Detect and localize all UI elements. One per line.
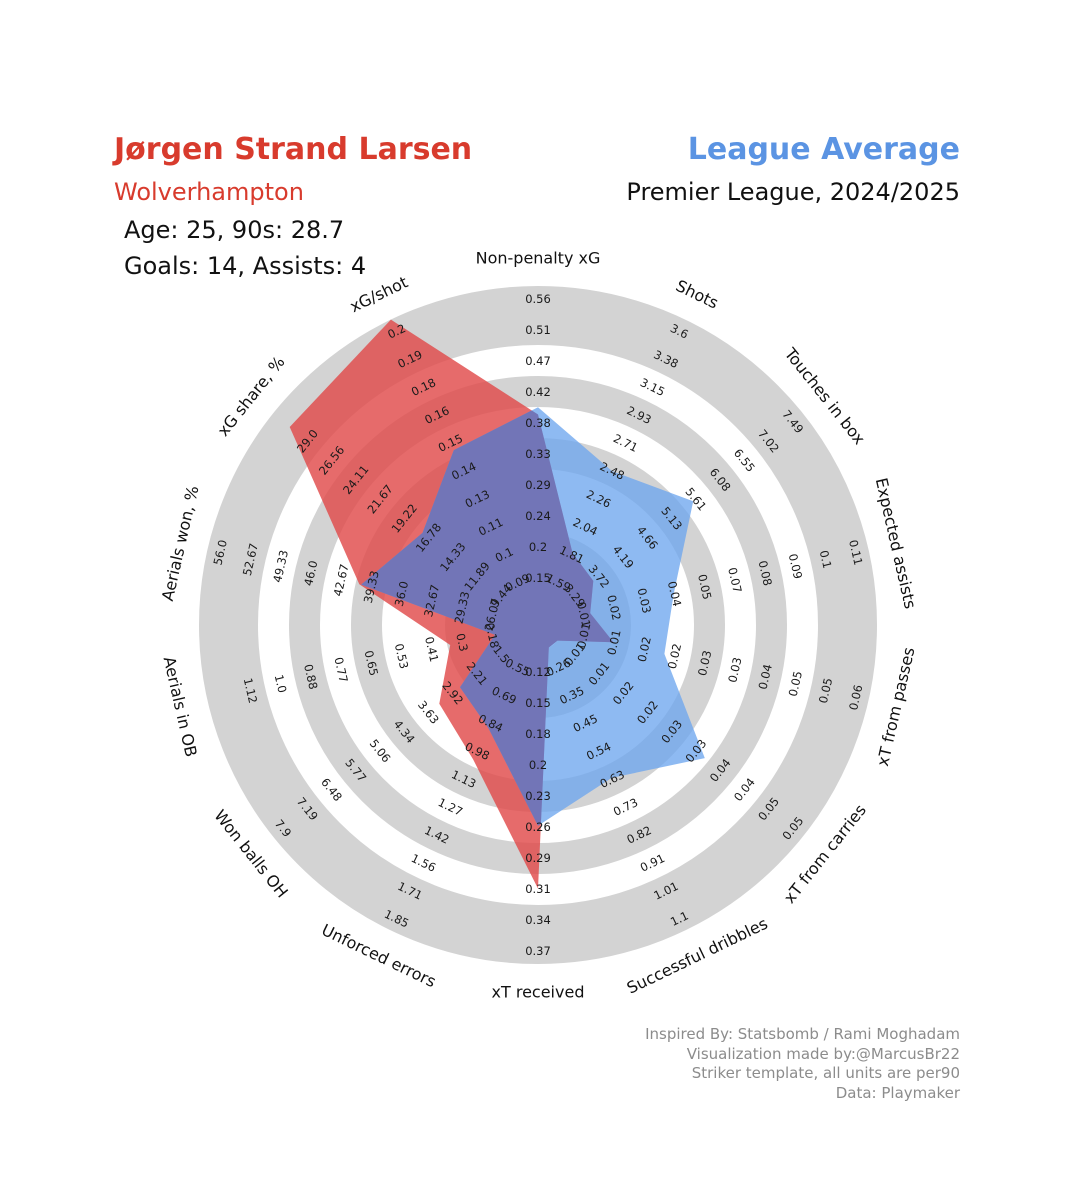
- tick-label: 0.34: [525, 913, 551, 927]
- tick-label: 42.67: [331, 562, 352, 597]
- tick-label: 0.05: [786, 670, 805, 698]
- tick-label: 0.01: [604, 628, 623, 656]
- tick-label: 0.02: [665, 642, 684, 670]
- credit-line-source: Data: Playmaker: [835, 1083, 960, 1102]
- tick-label: 2.71: [611, 431, 640, 455]
- param-label: Non-penalty xG: [476, 249, 601, 268]
- tick-label: 0.88: [301, 663, 320, 691]
- tick-label: 0.11: [846, 538, 865, 566]
- tick-label: 0.91: [638, 851, 667, 875]
- tick-label: 1.56: [409, 851, 438, 875]
- tick-label: 0.56: [525, 292, 551, 306]
- tick-label: 46.0: [301, 559, 320, 587]
- tick-label: 0.37: [525, 944, 551, 958]
- tick-label: 56.0: [211, 538, 230, 566]
- league-season: Premier League, 2024/2025: [626, 178, 960, 206]
- tick-label: 0.02: [604, 594, 623, 622]
- tick-label: 0.26: [525, 820, 551, 834]
- tick-label: 0.03: [725, 656, 744, 684]
- tick-label: 0.05: [695, 573, 714, 601]
- tick-label: 0.42: [525, 385, 551, 399]
- tick-label: 49.33: [270, 549, 291, 584]
- tick-label: 0.24: [525, 509, 551, 523]
- tick-label: 0.29: [525, 478, 551, 492]
- tick-label: 0.51: [525, 323, 551, 337]
- tick-label: 0.15: [525, 696, 551, 710]
- param-label: Expected assists: [872, 476, 920, 610]
- tick-label: 0.02: [635, 635, 654, 663]
- tick-label: 0.65: [362, 649, 381, 677]
- team-name: Wolverhampton: [114, 178, 304, 206]
- tick-label: 0.31: [525, 882, 551, 896]
- param-label: xG/shot: [347, 272, 411, 316]
- credit-line-template: Striker template, all units are per90: [691, 1064, 960, 1082]
- credits: Inspired By: Statsbomb / Rami Moghadam V…: [645, 1025, 960, 1103]
- tick-label: 0.47: [525, 354, 551, 368]
- tick-label: 0.04: [731, 775, 758, 804]
- credit-line-author: Visualization made by:@MarcusBr22: [686, 1044, 960, 1063]
- tick-label: 0.2: [529, 540, 547, 554]
- tick-label: 0.23: [525, 789, 551, 803]
- tick-label: 0.06: [846, 683, 865, 711]
- tick-label: 6.48: [318, 775, 345, 804]
- tick-label: 3.15: [638, 375, 667, 399]
- tick-label: 0.08: [756, 559, 775, 587]
- tick-label: 1.0: [272, 673, 290, 694]
- tick-label: 0.53: [392, 642, 411, 670]
- tick-label: 0.1: [817, 549, 835, 570]
- tick-label: 0.04: [665, 580, 684, 608]
- tick-label: 0.41: [422, 635, 441, 663]
- tick-label: 0.77: [331, 656, 350, 684]
- tick-label: 0.09: [786, 552, 805, 580]
- goals-and-assists: Goals: 14, Assists: 4: [124, 252, 367, 280]
- tick-label: 0.2: [529, 758, 547, 772]
- age-and-90s: Age: 25, 90s: 28.7: [124, 216, 345, 244]
- tick-label: 0.01: [574, 600, 593, 628]
- param-label: Aerials in OB: [160, 655, 201, 759]
- tick-label: 0.03: [635, 587, 654, 615]
- param-label: xT received: [492, 983, 585, 1002]
- tick-label: 0.12: [525, 665, 551, 679]
- ring-band-4: [199, 286, 877, 964]
- param-label: Aerials won, %: [158, 484, 203, 603]
- tick-label: 5.06: [367, 737, 394, 766]
- tick-label: 0.04: [756, 663, 775, 691]
- credit-line-inspired: Inspired By: Statsbomb / Rami Moghadam: [645, 1025, 960, 1043]
- tick-label: 0.33: [525, 447, 551, 461]
- radar-series: [289, 319, 705, 889]
- tick-label: 0.05: [816, 677, 835, 705]
- player-name: Jørgen Strand Larsen: [114, 132, 473, 167]
- tick-label: 0.01: [574, 621, 593, 649]
- tick-label: 0.18: [525, 727, 551, 741]
- param-label: xT from passes: [873, 645, 919, 768]
- tick-label: 6.55: [731, 446, 758, 475]
- tick-label: 0.73: [611, 795, 640, 819]
- tick-label: 0.03: [695, 649, 714, 677]
- tick-label: 3.63: [415, 698, 442, 727]
- tick-label: 0.29: [525, 851, 551, 865]
- comparison-title: League Average: [687, 132, 960, 167]
- tick-label: 1.12: [241, 677, 260, 705]
- tick-label: 0.38: [525, 416, 551, 430]
- tick-label: 1.27: [436, 795, 465, 819]
- param-label: Shots: [673, 276, 722, 313]
- tick-label: 0.3: [453, 632, 471, 653]
- tick-label: 36.0: [392, 580, 411, 608]
- tick-label: 0.15: [525, 571, 551, 585]
- tick-label: 0.07: [725, 566, 744, 594]
- tick-label: 0.18: [483, 621, 502, 649]
